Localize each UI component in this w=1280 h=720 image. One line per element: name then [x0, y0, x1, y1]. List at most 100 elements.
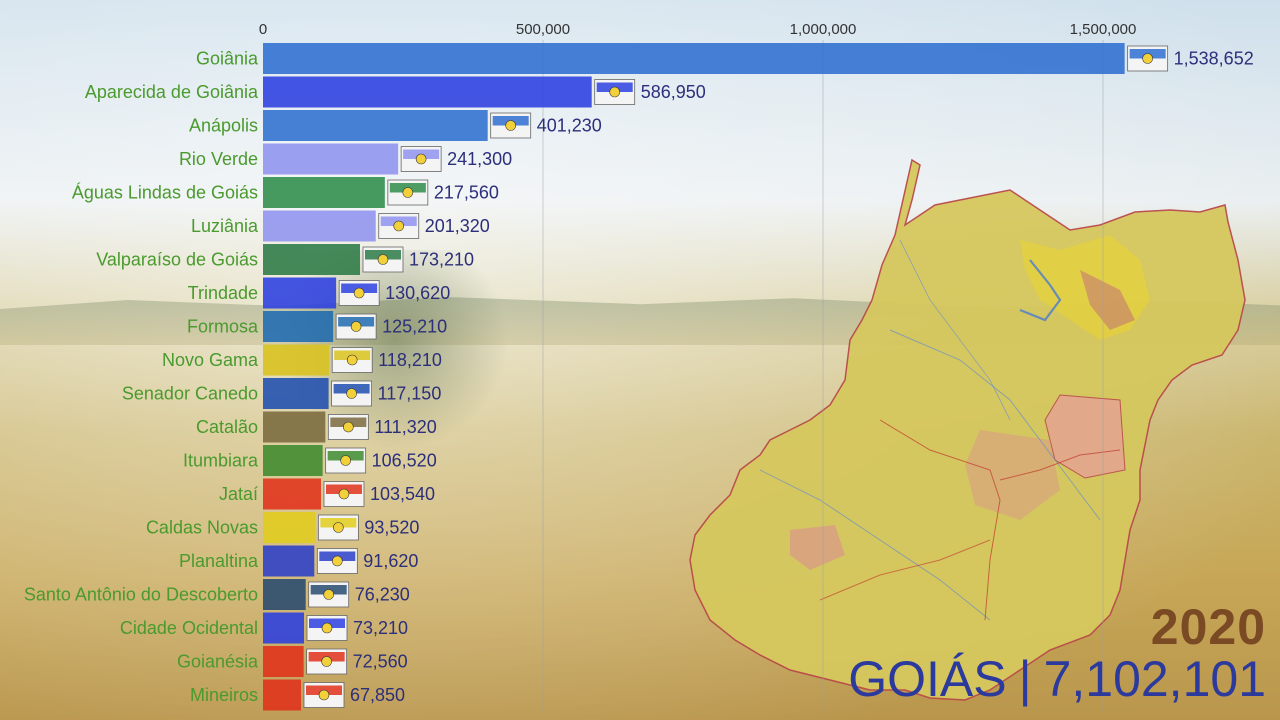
category-label: Valparaíso de Goiás — [96, 250, 258, 270]
map-lake — [1019, 259, 1062, 322]
value-label: 1,538,652 — [1174, 49, 1254, 69]
category-label: Santo Antônio do Descoberto — [24, 585, 258, 605]
x-tick-label: 1,000,000 — [790, 21, 857, 38]
map-region-southwest — [790, 525, 845, 570]
category-label: Anápolis — [189, 116, 258, 136]
category-label: Caldas Novas — [146, 518, 258, 538]
category-label: Rio Verde — [179, 149, 258, 169]
value-label: 91,620 — [363, 551, 418, 571]
bar — [263, 244, 360, 275]
x-axis-ticks: 0 500,000 1,000,000 1,500,000 — [259, 21, 1137, 38]
value-label: 72,560 — [353, 652, 408, 672]
bar — [263, 344, 330, 376]
state-total-summary: GOIÁS | 7,102,101 — [848, 650, 1266, 708]
bar — [263, 210, 376, 242]
map-river-2 — [759, 469, 991, 621]
city-flag-emblem — [415, 153, 427, 165]
category-label: Itumbiara — [183, 451, 259, 471]
year-label: 2020 — [1150, 599, 1266, 655]
category-label: Planaltina — [179, 551, 259, 571]
bars-group: Goiânia 1,538,652 Aparecida de Goiânia 586,… — [24, 43, 1254, 711]
category-label: Mineiros — [190, 685, 258, 705]
category-label: Luziânia — [191, 216, 259, 236]
city-flag-emblem — [353, 287, 365, 299]
bar — [263, 679, 301, 711]
category-label: Formosa — [187, 317, 259, 337]
city-flag-emblem — [346, 354, 358, 366]
summary-separator: | — [1018, 651, 1032, 707]
city-flag-emblem — [393, 220, 405, 232]
bar — [263, 646, 304, 677]
state-total-population: 7,102,101 — [1043, 651, 1266, 707]
city-flag-emblem — [340, 455, 351, 466]
value-label: 93,520 — [364, 518, 419, 538]
value-label: 118,210 — [378, 350, 442, 370]
category-label: Novo Gama — [162, 350, 259, 370]
city-flag-emblem — [609, 86, 620, 98]
bar — [263, 411, 326, 443]
value-label: 201,320 — [425, 216, 490, 236]
x-tick-label: 0 — [259, 21, 267, 38]
value-label: 73,210 — [353, 618, 408, 638]
value-label: 173,210 — [409, 250, 474, 270]
state-name: GOIÁS — [848, 651, 1007, 707]
city-flag-emblem — [321, 622, 333, 634]
city-flag-emblem — [321, 656, 332, 667]
bar — [263, 378, 329, 409]
value-label: 130,620 — [385, 283, 450, 303]
x-gridlines — [542, 40, 1104, 712]
map-road-1 — [999, 449, 1121, 481]
bar — [263, 445, 323, 476]
map-river-3 — [899, 239, 1011, 421]
city-flag-emblem — [333, 522, 344, 533]
category-label: Jataí — [219, 484, 258, 504]
bar — [263, 545, 315, 577]
bar — [263, 110, 488, 141]
category-label: Cidade Ocidental — [120, 618, 258, 638]
city-flag-emblem — [343, 421, 354, 433]
value-label: 111,320 — [374, 417, 436, 437]
category-label: Aparecida de Goiânia — [85, 82, 259, 102]
bar — [263, 277, 337, 309]
value-label: 586,950 — [641, 82, 706, 102]
city-flag-emblem — [323, 589, 334, 600]
bar — [263, 579, 306, 610]
category-label: Trindade — [188, 283, 258, 303]
bar — [263, 311, 334, 342]
map-road-2 — [879, 419, 1001, 621]
city-flag-emblem — [1142, 53, 1153, 64]
city-flag-emblem — [346, 388, 357, 399]
city-flag-emblem — [377, 254, 389, 265]
category-label: Águas Lindas de Goiás — [72, 183, 258, 203]
map-road-3 — [819, 539, 991, 601]
bar — [263, 612, 304, 644]
city-flag-emblem — [350, 321, 362, 332]
category-label: Goianésia — [177, 652, 259, 672]
map-region-center — [965, 430, 1060, 520]
city-flag-emblem — [505, 120, 516, 131]
city-flag-emblem — [338, 488, 350, 500]
goias-state-map — [689, 158, 1246, 701]
bar — [263, 76, 592, 108]
value-label: 217,560 — [434, 183, 499, 203]
value-label: 117,150 — [378, 384, 442, 404]
bar — [263, 177, 385, 208]
federal-district-region — [1044, 394, 1126, 479]
category-label: Catalão — [196, 417, 258, 437]
x-tick-label: 500,000 — [516, 21, 570, 38]
value-label: 103,540 — [370, 484, 435, 504]
map-river-1 — [889, 329, 1101, 521]
value-label: 401,230 — [537, 116, 602, 136]
category-label: Goiânia — [196, 49, 259, 69]
value-label: 106,520 — [372, 451, 437, 471]
bar — [263, 143, 399, 175]
x-tick-label: 1,500,000 — [1070, 21, 1137, 38]
value-label: 241,300 — [447, 149, 512, 169]
value-label: 67,850 — [350, 685, 405, 705]
city-flag-emblem — [402, 187, 414, 198]
bar — [263, 512, 316, 543]
map-mountain-region — [1080, 270, 1135, 330]
city-flag-emblem — [332, 555, 343, 567]
bar — [263, 478, 321, 510]
